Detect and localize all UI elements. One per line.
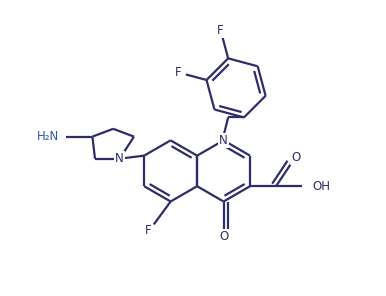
Text: N: N <box>115 152 124 165</box>
Text: H₂N: H₂N <box>37 130 59 143</box>
Text: N: N <box>219 134 228 147</box>
Text: F: F <box>217 24 224 37</box>
Text: O: O <box>291 151 301 164</box>
Text: OH: OH <box>313 180 331 193</box>
Text: F: F <box>175 66 182 79</box>
Text: F: F <box>144 224 151 237</box>
Text: O: O <box>219 230 228 243</box>
